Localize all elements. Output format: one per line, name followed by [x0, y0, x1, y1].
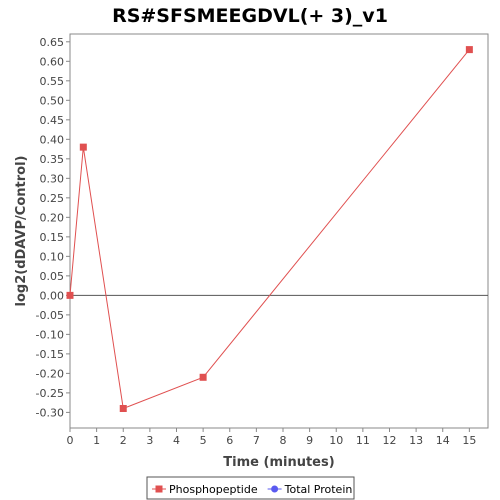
y-tick-label: 0.20	[40, 211, 65, 224]
y-tick-label: 0.15	[40, 231, 65, 244]
legend-label: Total Protein	[284, 483, 353, 496]
y-tick-label: 0.30	[40, 172, 65, 185]
x-tick-label: 0	[67, 434, 74, 447]
x-tick-label: 6	[226, 434, 233, 447]
legend: Phosphopeptide Total Protein	[146, 476, 355, 500]
x-tick-label: 10	[329, 434, 343, 447]
legend-label: Phosphopeptide	[169, 483, 258, 496]
data-point	[79, 143, 87, 151]
chart-title: RS#SFSMEEGDVL(+ 3)_v1	[112, 5, 388, 27]
data-point	[119, 404, 127, 412]
x-axis: 0 1 2 3 4 5 6 7 8 9 10 11 12 13 14 15	[67, 428, 476, 447]
x-tick-label: 8	[279, 434, 286, 447]
y-tick-label: 0.35	[40, 153, 65, 166]
x-tick-label: 1	[93, 434, 100, 447]
x-tick-label: 5	[200, 434, 207, 447]
x-tick-label: 2	[120, 434, 127, 447]
x-tick-label: 11	[356, 434, 370, 447]
y-tick-label: 0.10	[40, 250, 65, 263]
x-tick-label: 7	[253, 434, 260, 447]
y-tick-label: 0.50	[40, 94, 65, 107]
x-tick-label: 15	[462, 434, 476, 447]
y-tick-label: 0.25	[40, 192, 65, 205]
y-tick-label: -0.30	[36, 406, 64, 419]
legend-marker-square	[155, 485, 163, 493]
series-group	[66, 46, 473, 412]
y-tick-label: 0.55	[40, 75, 65, 88]
y-tick-label: 0.00	[40, 289, 65, 302]
x-tick-label: 3	[146, 434, 153, 447]
y-tick-label: -0.10	[36, 328, 64, 341]
y-tick-label: 0.60	[40, 55, 65, 68]
y-tick-label: -0.25	[36, 387, 64, 400]
y-tick-label: -0.15	[36, 348, 64, 361]
y-tick-label: -0.05	[36, 309, 64, 322]
x-tick-label: 13	[409, 434, 423, 447]
y-tick-label: 0.05	[40, 270, 65, 283]
y-axis-label: log2(dDAVP/Control)	[14, 156, 29, 307]
data-point	[465, 46, 473, 54]
x-tick-label: 14	[436, 434, 450, 447]
y-tick-label: 0.65	[40, 36, 65, 49]
legend-box	[146, 476, 355, 500]
x-tick-label: 4	[173, 434, 180, 447]
data-point	[199, 373, 207, 381]
y-tick-label: -0.20	[36, 367, 64, 380]
y-tick-label: 0.45	[40, 114, 65, 127]
legend-marker-circle	[271, 485, 279, 493]
x-axis-label: Time (minutes)	[223, 455, 334, 470]
x-tick-label: 12	[382, 434, 396, 447]
data-point	[66, 291, 74, 299]
x-tick-label: 9	[306, 434, 313, 447]
y-axis: -0.30 -0.25 -0.20 -0.15 -0.10 -0.05 0.00 0.05 0.…	[36, 36, 70, 419]
y-tick-label: 0.40	[40, 133, 65, 146]
plot-area	[69, 33, 489, 429]
